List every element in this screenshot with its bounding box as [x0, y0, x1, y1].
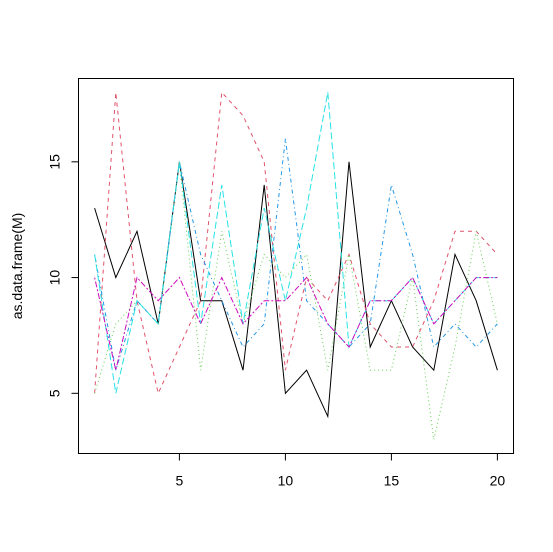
x-tick-label: 20 [490, 473, 506, 489]
y-tick-label: 5 [47, 389, 63, 397]
y-tick-label: 10 [47, 270, 63, 286]
y-axis: 5 10 15 [47, 154, 79, 397]
series-line-5 [94, 92, 498, 394]
series-line-6 [94, 276, 498, 371]
series-line-3 [94, 161, 498, 440]
x-tick-label: 5 [176, 473, 184, 489]
series-line-2 [94, 91, 498, 395]
y-tick-label: 15 [47, 154, 63, 170]
x-tick-label: 10 [278, 473, 294, 489]
x-axis: 5 10 15 20 [176, 453, 506, 489]
series-layer [94, 91, 498, 440]
y-axis-label: as.data.frame(M) [9, 213, 25, 320]
x-tick-label: 15 [384, 473, 400, 489]
plot-area-frame [78, 78, 514, 454]
